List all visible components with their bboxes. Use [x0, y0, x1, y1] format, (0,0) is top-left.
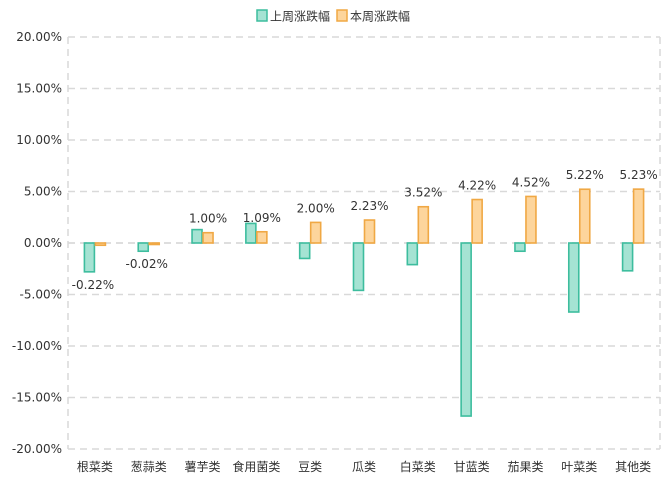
- this-week-bar: [148, 242, 161, 246]
- bars: [83, 188, 645, 417]
- y-tick-label: 20.00%: [16, 30, 62, 44]
- x-tick-label: 葱蒜类: [131, 460, 167, 474]
- data-label: 1.09%: [243, 211, 281, 225]
- this-week-bar: [309, 221, 322, 244]
- last-week-bar: [298, 242, 311, 260]
- data-label: -0.22%: [72, 278, 114, 292]
- legend-swatch: [256, 9, 268, 22]
- last-week-bar: [514, 242, 526, 253]
- x-tick-label: 叶菜类: [561, 460, 597, 474]
- legend-swatch: [336, 9, 348, 22]
- x-tick-label: 薯芋类: [185, 460, 221, 474]
- y-tick-label: 10.00%: [16, 133, 62, 147]
- y-tick-label: -15.00%: [12, 391, 62, 405]
- y-tick-label: 15.00%: [16, 82, 62, 96]
- last-week-bar: [460, 242, 472, 417]
- x-tick-label: 瓜类: [352, 460, 376, 474]
- data-label: -0.02%: [126, 257, 168, 271]
- y-tick-label: -20.00%: [12, 442, 62, 456]
- last-week-bar: [567, 242, 580, 313]
- this-week-bar: [256, 230, 268, 244]
- data-label: 1.00%: [189, 212, 227, 226]
- last-week-bar: [245, 222, 257, 244]
- last-week-bar: [83, 242, 96, 273]
- y-axis: 20.00% 15.00% 10.00% 5.00% 0.00% -5.00% -10.00…: [12, 30, 62, 456]
- x-tick-label: 其他类: [615, 460, 651, 474]
- this-week-bar: [363, 219, 376, 244]
- x-tick-label: 食用菌类: [232, 459, 280, 474]
- x-tick-label: 豆类: [298, 460, 322, 474]
- legend: 上周涨跌幅 本周涨跌幅: [256, 9, 410, 24]
- x-axis: 根菜类 葱蒜类 薯芋类 食用菌类 豆类 瓜类 白菜类 甘蓝类 茄果类 叶菜类 其他类: [77, 459, 651, 474]
- this-week-bar: [94, 242, 107, 247]
- grid: [67, 36, 661, 450]
- last-week-bar: [406, 242, 419, 266]
- x-tick-label: 白菜类: [400, 459, 436, 474]
- y-tick-label: -10.00%: [12, 339, 62, 353]
- this-week-bar: [632, 188, 645, 244]
- this-week-bar: [525, 195, 537, 244]
- legend-label: 上周涨跌幅: [270, 9, 330, 24]
- data-label: 2.00%: [297, 201, 335, 215]
- this-week-bar: [471, 198, 483, 244]
- legend-label: 本周涨跌幅: [350, 9, 410, 24]
- data-label: 4.22%: [458, 179, 496, 193]
- data-label: 5.22%: [566, 168, 604, 182]
- y-tick-label: 0.00%: [24, 236, 62, 250]
- x-tick-label: 根菜类: [77, 460, 113, 474]
- this-week-bar: [202, 231, 214, 244]
- this-week-bar: [578, 188, 591, 244]
- data-label: 3.52%: [404, 186, 442, 200]
- data-label: 2.23%: [350, 199, 388, 213]
- last-week-bar: [137, 242, 150, 253]
- last-week-bar: [621, 242, 634, 272]
- x-tick-label: 甘蓝类: [454, 460, 490, 474]
- data-labels: -0.22% -0.02% 1.00% 1.09% 2.00% 2.23% 3.52% 4.2…: [72, 168, 658, 292]
- x-tick-label: 茄果类: [507, 460, 543, 474]
- y-tick-label: 5.00%: [24, 185, 62, 199]
- this-week-bar: [417, 205, 430, 244]
- data-label: 4.52%: [512, 175, 550, 189]
- last-week-bar: [191, 228, 203, 244]
- last-week-bar: [352, 242, 365, 292]
- y-tick-label: -5.00%: [20, 288, 62, 302]
- data-label: 5.23%: [620, 168, 658, 182]
